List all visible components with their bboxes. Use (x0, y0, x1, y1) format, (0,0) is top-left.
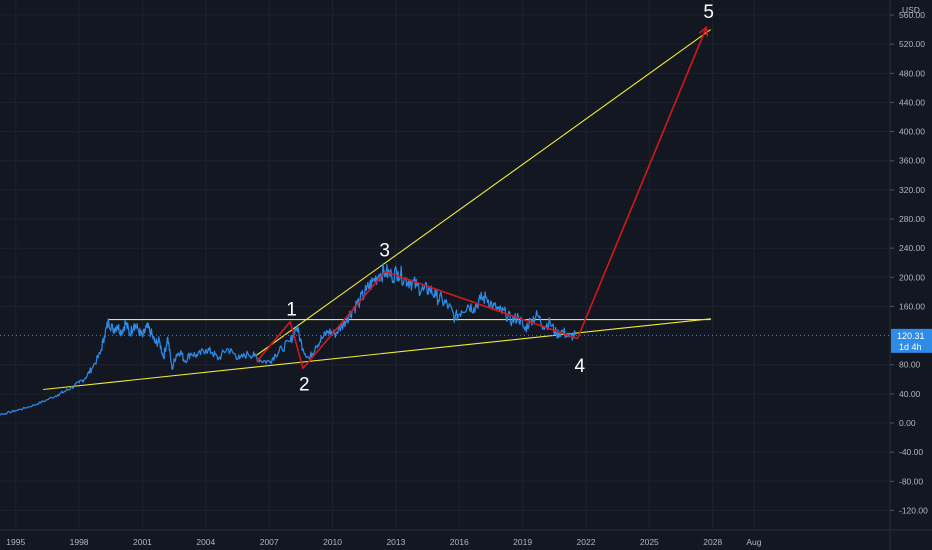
wave-label-5: 5 (703, 2, 714, 23)
last-price-tag (891, 328, 932, 353)
x-tick-label: 2010 (323, 537, 342, 547)
x-tick-label: 2022 (577, 537, 596, 547)
wave-label-1: 1 (286, 300, 297, 321)
x-tick-label: 2007 (260, 537, 279, 547)
x-tick-label: 1995 (6, 537, 25, 547)
x-tick-label: 2001 (133, 537, 152, 547)
y-tick-label: 200.00 (899, 272, 925, 282)
y-tick-label: 520.00 (899, 39, 925, 49)
wave-label-2: 2 (299, 375, 310, 396)
y-tick-label: -40.00 (899, 447, 923, 457)
y-tick-label: 320.00 (899, 185, 925, 195)
wave-projection-line (255, 27, 708, 370)
y-tick-label: -120.00 (899, 505, 928, 515)
x-tick-label: 2013 (386, 537, 405, 547)
x-tick-label: 2004 (196, 537, 215, 547)
x-tick-label: 2019 (513, 537, 532, 547)
x-tick-label: 2028 (703, 537, 722, 547)
chart-grid (0, 0, 890, 530)
y-tick-label: 560.00 (899, 10, 925, 20)
y-tick-label: 360.00 (899, 156, 925, 166)
bar-countdown: 1d 4h (899, 342, 922, 352)
trend-line-2 (43, 318, 711, 391)
y-tick-label: 440.00 (899, 97, 925, 107)
y-tick-label: 240.00 (899, 243, 925, 253)
wave-label-4: 4 (575, 356, 586, 377)
arrowhead (698, 25, 709, 37)
y-tick-label: 0.00 (899, 418, 916, 428)
trend-lines (43, 29, 712, 391)
y-tick-label: 480.00 (899, 68, 925, 78)
x-tick-label: 2025 (640, 537, 659, 547)
x-tick-label: 2016 (450, 537, 469, 547)
y-tick-label: 40.00 (899, 389, 921, 399)
wave-labels: 1 2 3 4 5 (286, 2, 714, 396)
series-layer (0, 25, 890, 416)
wave-label-3: 3 (379, 240, 390, 261)
x-tick-label: Aug (746, 537, 761, 547)
x-tick-label: 1998 (70, 537, 89, 547)
y-tick-label: 80.00 (899, 360, 921, 370)
y-tick-label: 280.00 (899, 214, 925, 224)
price-series-line (0, 263, 576, 416)
y-tick-label: 160.00 (899, 301, 925, 311)
currency-label: USD (902, 5, 920, 15)
y-tick-label: 400.00 (899, 127, 925, 137)
trend-line-3 (256, 29, 711, 356)
y-tick-label: -80.00 (899, 476, 923, 486)
last-price-value: 120.31 (897, 331, 925, 341)
